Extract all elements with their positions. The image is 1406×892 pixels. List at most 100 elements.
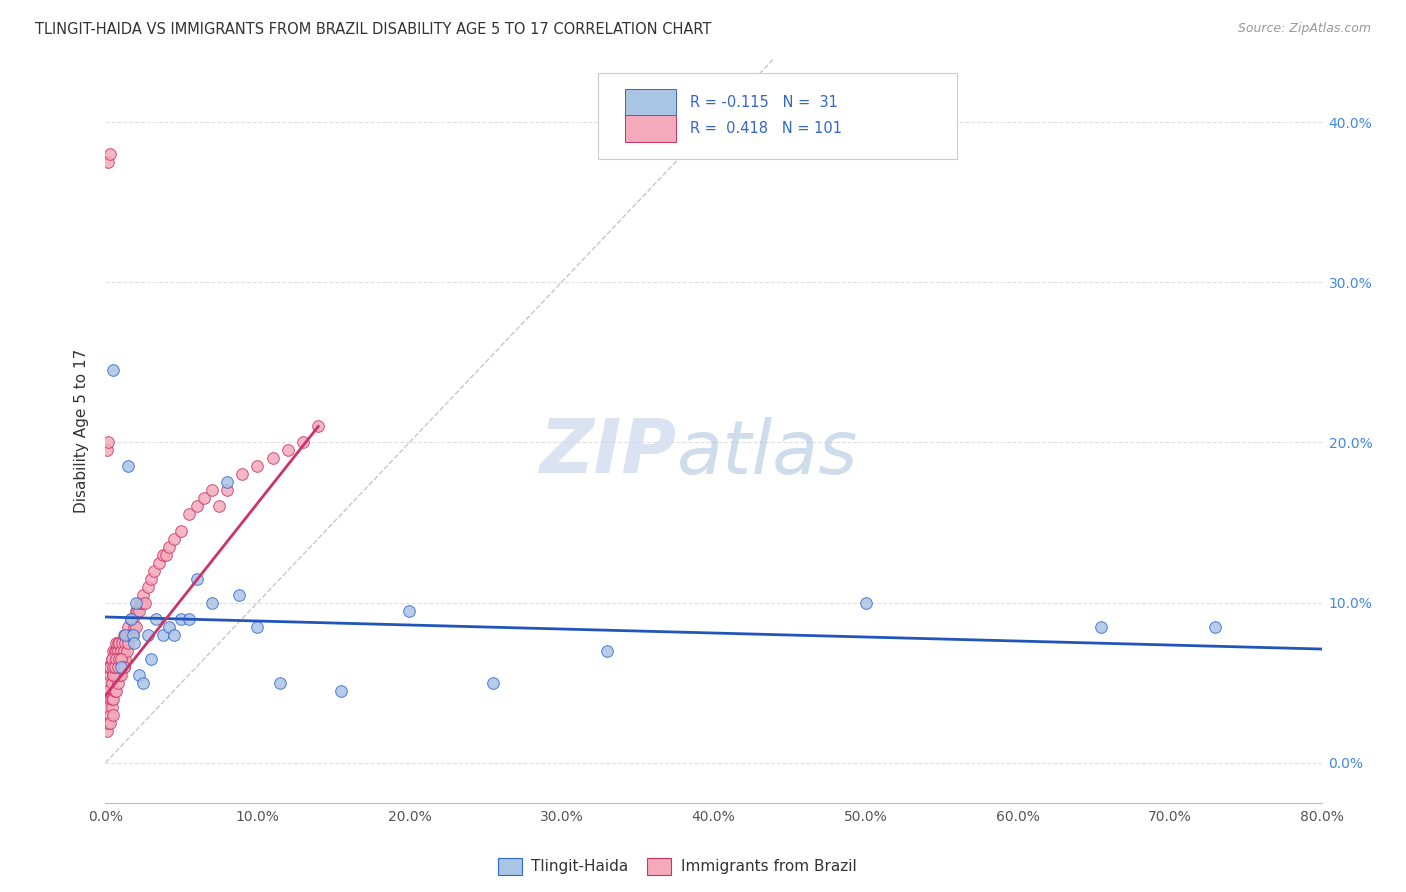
Point — [97, 435, 120, 450]
Point — [111, 651, 134, 665]
Point — [118, 627, 141, 641]
Point — [101, 659, 124, 673]
Point — [96, 723, 118, 738]
Point — [131, 596, 153, 610]
Point — [110, 643, 132, 657]
Point — [163, 627, 186, 641]
Point — [103, 667, 125, 681]
Point — [98, 707, 121, 722]
Point — [124, 619, 146, 633]
Point — [143, 564, 166, 578]
FancyBboxPatch shape — [624, 89, 676, 116]
Point — [101, 691, 124, 706]
Point — [120, 611, 142, 625]
Point — [100, 651, 122, 665]
Point — [101, 643, 124, 657]
Point — [152, 548, 174, 562]
Point — [114, 635, 136, 649]
Point — [231, 467, 253, 482]
Point — [101, 667, 124, 681]
Point — [108, 651, 131, 665]
Point — [148, 556, 170, 570]
Point — [100, 651, 122, 665]
Point — [98, 667, 121, 681]
FancyBboxPatch shape — [598, 73, 956, 159]
Point — [128, 604, 150, 618]
Point — [152, 627, 174, 641]
Point — [101, 667, 124, 681]
Point — [103, 659, 125, 673]
Text: TLINGIT-HAIDA VS IMMIGRANTS FROM BRAZIL DISABILITY AGE 5 TO 17 CORRELATION CHART: TLINGIT-HAIDA VS IMMIGRANTS FROM BRAZIL … — [35, 22, 711, 37]
Point — [97, 155, 120, 169]
Text: R =  0.418   N = 101: R = 0.418 N = 101 — [690, 121, 842, 136]
Point — [1204, 619, 1226, 633]
Point — [98, 715, 121, 730]
Point — [482, 675, 505, 690]
Point — [177, 508, 200, 522]
Point — [228, 588, 250, 602]
Point — [97, 683, 120, 698]
Point — [105, 651, 128, 665]
Point — [330, 683, 353, 698]
Point — [110, 659, 132, 673]
Text: ZIP: ZIP — [540, 417, 678, 489]
Point — [307, 419, 329, 434]
Point — [177, 611, 200, 625]
Point — [100, 675, 122, 690]
Point — [217, 475, 239, 490]
Point — [117, 635, 139, 649]
Point — [100, 659, 122, 673]
Point — [97, 715, 120, 730]
Point — [101, 707, 124, 722]
Text: atlas: atlas — [678, 417, 859, 489]
Point — [98, 147, 121, 161]
Point — [120, 627, 142, 641]
Point — [103, 651, 125, 665]
Point — [127, 604, 149, 618]
Point — [292, 435, 315, 450]
Point — [277, 443, 299, 458]
Point — [105, 683, 128, 698]
Point — [115, 627, 138, 641]
Point — [201, 596, 224, 610]
Point — [97, 659, 120, 673]
Point — [855, 596, 877, 610]
Point — [112, 643, 135, 657]
Point — [98, 659, 121, 673]
Point — [103, 643, 125, 657]
Point — [96, 691, 118, 706]
Point — [96, 675, 118, 690]
Point — [139, 572, 162, 586]
Point — [112, 659, 135, 673]
Point — [186, 572, 208, 586]
Point — [132, 588, 155, 602]
Point — [139, 651, 162, 665]
Point — [134, 596, 156, 610]
Point — [105, 643, 128, 657]
Point — [145, 611, 167, 625]
Point — [246, 459, 269, 474]
Point — [125, 619, 148, 633]
Point — [107, 659, 129, 673]
Point — [136, 627, 159, 641]
Point — [112, 659, 135, 673]
Point — [110, 651, 132, 665]
Point — [157, 540, 180, 554]
Point — [155, 548, 177, 562]
Point — [125, 596, 148, 610]
Point — [98, 691, 121, 706]
Point — [107, 675, 129, 690]
Point — [108, 635, 131, 649]
Point — [117, 459, 139, 474]
Point — [97, 699, 120, 714]
Point — [108, 667, 131, 681]
Point — [125, 604, 148, 618]
Point — [596, 643, 619, 657]
Point — [107, 659, 129, 673]
Point — [100, 699, 122, 714]
Point — [103, 683, 125, 698]
Point — [107, 643, 129, 657]
Point — [163, 532, 186, 546]
Point — [117, 619, 139, 633]
Point — [398, 604, 420, 618]
